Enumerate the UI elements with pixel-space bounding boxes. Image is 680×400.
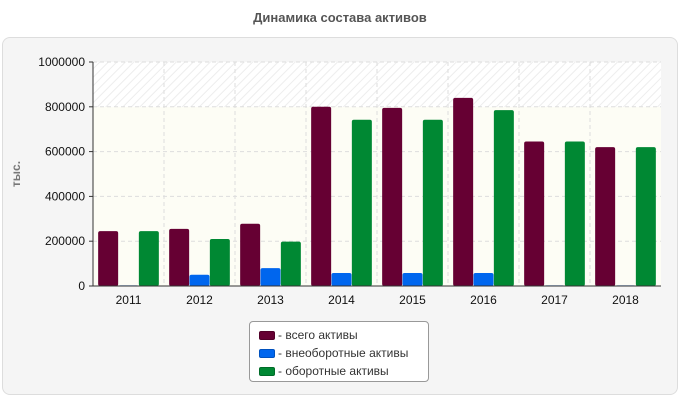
x-tick-label-2013: 2013: [257, 293, 284, 307]
x-tick-label-2011: 2011: [116, 293, 142, 307]
legend-label-noncurrent-assets: - внеоборотные активы: [278, 346, 409, 360]
bar-noncurrent-2015: [402, 273, 423, 286]
bar-total-2016: [453, 97, 474, 286]
legend-swatch-noncurrent-assets: [259, 348, 275, 358]
grid-lines: [93, 61, 661, 286]
bar-current-2014: [351, 119, 372, 287]
bar-total-2014: [311, 106, 332, 286]
bar-total-2012: [169, 228, 190, 286]
bar-current-2016: [493, 110, 514, 286]
legend-item-current-assets[interactable]: - оборотные активы: [259, 362, 428, 380]
y-axis-label: тыс.: [9, 161, 23, 187]
bar-total-2018: [595, 147, 616, 286]
legend-swatch-total-assets: [259, 330, 275, 340]
x-tick-label-2014: 2014: [328, 293, 355, 307]
x-tick-label-2017: 2017: [541, 293, 568, 307]
legend-swatch-current-assets: [259, 366, 275, 376]
legend-label-total-assets: - всего активы: [278, 328, 358, 342]
axes: [92, 62, 661, 287]
bar-noncurrent-2016: [473, 273, 494, 286]
legend-item-total-assets[interactable]: - всего активы: [259, 326, 428, 344]
x-tick-label-2012: 2012: [186, 293, 213, 307]
chart-title: Динамика состава активов: [253, 10, 427, 25]
bars: [98, 97, 656, 287]
bar-current-2015: [422, 119, 443, 287]
legend-label-current-assets: - оборотные активы: [278, 364, 389, 378]
y-tick-label-3: 600000: [45, 145, 85, 159]
bar-current-2011: [138, 231, 159, 286]
y-tick-label-4: 800000: [45, 100, 85, 114]
bar-current-2018: [635, 147, 656, 286]
bar-current-2012: [209, 238, 230, 286]
bar-noncurrent-2014: [331, 273, 352, 286]
bar-noncurrent-2013: [260, 268, 281, 286]
bar-current-2013: [280, 241, 301, 286]
legend-item-noncurrent-assets[interactable]: - внеоборотные активы: [259, 344, 428, 362]
bar-total-2011: [98, 231, 119, 286]
x-tick-labels: 2011 2012 2013 2014 2015 2016 2017 2018: [116, 293, 640, 307]
y-tick-label-5: 1000000: [38, 55, 85, 69]
bar-noncurrent-2012: [189, 274, 210, 286]
legend: - всего активы - внеоборотные активы - о…: [249, 321, 429, 382]
y-tick-label-0: 0: [78, 279, 85, 293]
x-tick-label-2018: 2018: [612, 293, 639, 307]
x-tick-label-2016: 2016: [470, 293, 497, 307]
bar-total-2013: [240, 223, 261, 286]
bar-current-2017: [564, 141, 585, 286]
y-tick-labels: 0 200000 400000 600000 800000 1000000: [38, 55, 93, 293]
x-tick-label-2015: 2015: [399, 293, 426, 307]
y-tick-label-2: 400000: [45, 189, 85, 203]
bar-total-2017: [524, 141, 545, 286]
y-tick-label-1: 200000: [45, 234, 85, 248]
bar-total-2015: [382, 107, 403, 286]
